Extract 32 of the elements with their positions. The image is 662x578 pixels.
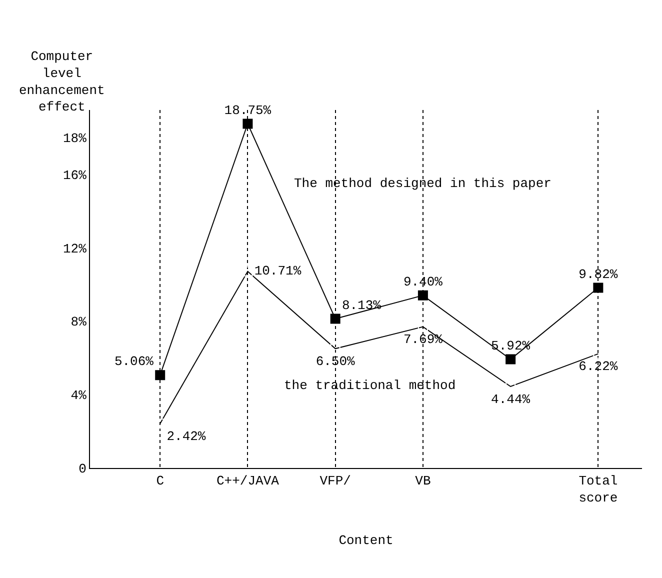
point [593,282,604,293]
x-tick-label: VB [415,474,431,489]
x-axis-title: Content [338,533,394,548]
x-tick-label: Total score [578,474,618,506]
series-label: the traditional method [284,378,456,393]
point [242,118,253,129]
y-tick-label: 12% [62,241,87,256]
data-label: 2.42% [166,428,206,444]
y-tick-label: 0 [78,462,86,477]
point [330,314,340,324]
series-label: The method designed in this paper [294,176,552,191]
data-label: 9.82% [578,266,618,282]
y-tick-label: 18% [62,131,87,146]
data-label: 4.44% [491,392,530,407]
data-label: 9.40% [403,274,443,290]
x-tick-label: VFP/ [320,474,352,489]
y-axis-title: Computer level enhancement effect [19,49,105,115]
data-label: 6.50% [316,354,356,370]
y-tick-label: 4% [70,388,87,404]
point [155,370,166,380]
data-label: 18.75% [224,102,272,118]
data-label: 6.22% [578,359,618,374]
y-tick-label: 8% [70,314,87,330]
y-tick-label: 16% [62,168,87,183]
x-tick-label: C++/JAVA [216,474,280,489]
data-label: 5.06% [114,354,154,370]
data-label: 10.71% [254,264,302,279]
data-label: 8.13% [342,298,382,313]
x-tick-label: C [156,474,164,489]
point [418,290,428,300]
point [506,354,516,364]
data-label: 7.69% [403,332,443,348]
